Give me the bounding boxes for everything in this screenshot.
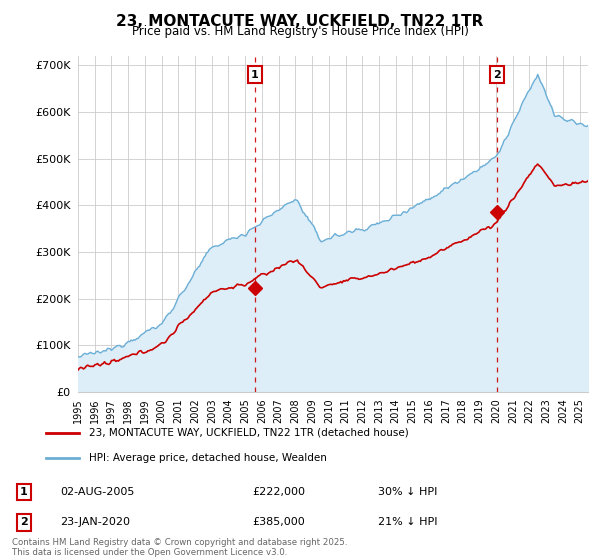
Text: Price paid vs. HM Land Registry's House Price Index (HPI): Price paid vs. HM Land Registry's House … bbox=[131, 25, 469, 38]
Text: 2: 2 bbox=[493, 69, 501, 80]
Text: Contains HM Land Registry data © Crown copyright and database right 2025.
This d: Contains HM Land Registry data © Crown c… bbox=[12, 538, 347, 557]
Text: 1: 1 bbox=[20, 487, 28, 497]
Text: 30% ↓ HPI: 30% ↓ HPI bbox=[378, 487, 437, 497]
Text: 23-JAN-2020: 23-JAN-2020 bbox=[60, 517, 130, 528]
Text: HPI: Average price, detached house, Wealden: HPI: Average price, detached house, Weal… bbox=[89, 452, 327, 463]
Text: 23, MONTACUTE WAY, UCKFIELD, TN22 1TR (detached house): 23, MONTACUTE WAY, UCKFIELD, TN22 1TR (d… bbox=[89, 428, 409, 438]
Text: £385,000: £385,000 bbox=[252, 517, 305, 528]
Text: 21% ↓ HPI: 21% ↓ HPI bbox=[378, 517, 437, 528]
Text: 1: 1 bbox=[251, 69, 259, 80]
Text: £222,000: £222,000 bbox=[252, 487, 305, 497]
Text: 02-AUG-2005: 02-AUG-2005 bbox=[60, 487, 134, 497]
Text: 2: 2 bbox=[20, 517, 28, 528]
Text: 23, MONTACUTE WAY, UCKFIELD, TN22 1TR: 23, MONTACUTE WAY, UCKFIELD, TN22 1TR bbox=[116, 14, 484, 29]
